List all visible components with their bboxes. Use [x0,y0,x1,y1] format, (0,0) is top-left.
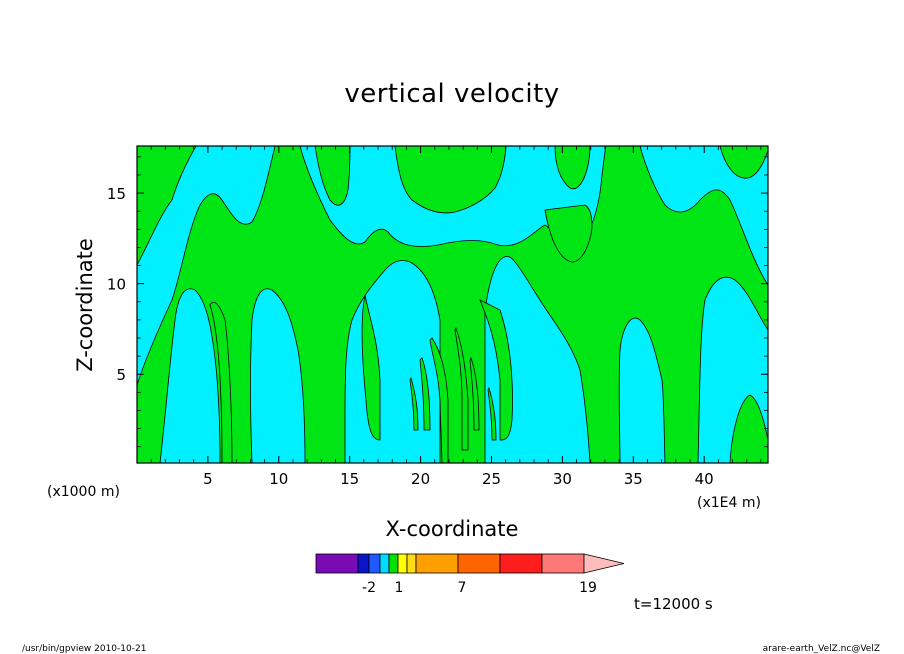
x-tick-label: 10 [269,470,288,488]
x-axis: 5 10 15 20 25 30 35 40 [150,146,762,488]
positive-region-1 [137,146,197,266]
x-tick-label: 15 [340,470,359,488]
x-tick-label: 5 [203,470,213,488]
positive-region-8 [544,204,593,263]
colorbar-segment [397,553,408,574]
x-tick-label: 25 [482,470,501,488]
positive-region-5 [394,146,507,214]
positive-region-14 [469,356,480,431]
colorbar-segment [379,553,390,574]
positive-region-10 [361,294,381,441]
positive-region-9 [479,299,513,441]
positive-region-2 [137,146,768,463]
positive-region-17 [729,394,768,463]
x-tick-label: 20 [411,470,430,488]
positive-region-12 [454,326,469,451]
colorbar-label: 7 [458,580,467,596]
colorbar-label: 1 [395,580,404,596]
y-tick-label: 5 [116,366,126,384]
footer-left: /usr/bin/gpview 2010-10-21 [22,644,146,654]
y-tick-label: 15 [107,185,126,203]
colorbar-segment [315,553,359,574]
y-axis: 5 10 15 [107,156,768,448]
chart-title: vertical velocity [344,79,559,109]
x-tick-label: 35 [624,470,643,488]
plot-area [136,145,769,464]
colorbar-segment [499,553,543,574]
positive-region-7 [719,146,768,179]
colorbar-segment [388,553,399,574]
colorbar-labels: -2 1 7 19 [362,580,597,596]
colorbar [315,553,625,574]
colorbar-label: 19 [579,580,597,596]
x-unit-left: (x1000 m) [47,484,120,500]
colorbar-segment [406,553,417,574]
positive-region-6 [554,146,591,190]
colorbar-segment [368,553,381,574]
colorbar-segment [541,553,585,574]
x-tick-label: 30 [553,470,572,488]
positive-region-11 [429,337,449,463]
colorbar-label: -2 [362,580,376,596]
positive-region-15 [409,376,419,431]
plot-frame [136,145,769,464]
positive-region-16 [487,386,497,441]
colorbar-segment [457,553,501,574]
y-tick-label: 10 [107,276,126,294]
positive-velocity-regions [137,146,768,463]
time-label: t=12000 s [634,595,713,613]
positive-region-13 [419,357,431,431]
colorbar-segment [357,553,370,574]
y-axis-title: Z-coordinate [73,238,97,372]
positive-region-4 [314,146,351,206]
colorbar-segment [415,553,459,574]
x-axis-title: X-coordinate [386,517,519,541]
positive-region-3 [209,301,233,463]
x-tick-label: 40 [695,470,714,488]
x-unit-right: (x1E4 m) [697,495,761,511]
footer-right: arare-earth_VelZ.nc@VelZ [763,644,880,654]
colorbar-arrow [583,553,625,574]
